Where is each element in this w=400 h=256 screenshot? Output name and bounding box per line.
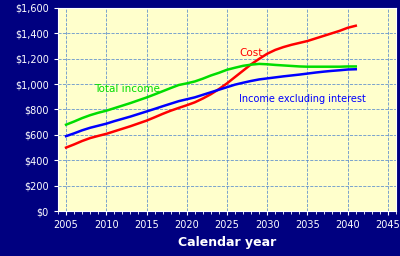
Text: Income excluding interest: Income excluding interest [239, 94, 366, 104]
Text: Total income: Total income [94, 84, 160, 94]
X-axis label: Calendar year: Calendar year [178, 236, 276, 249]
Text: Cost: Cost [239, 48, 262, 58]
